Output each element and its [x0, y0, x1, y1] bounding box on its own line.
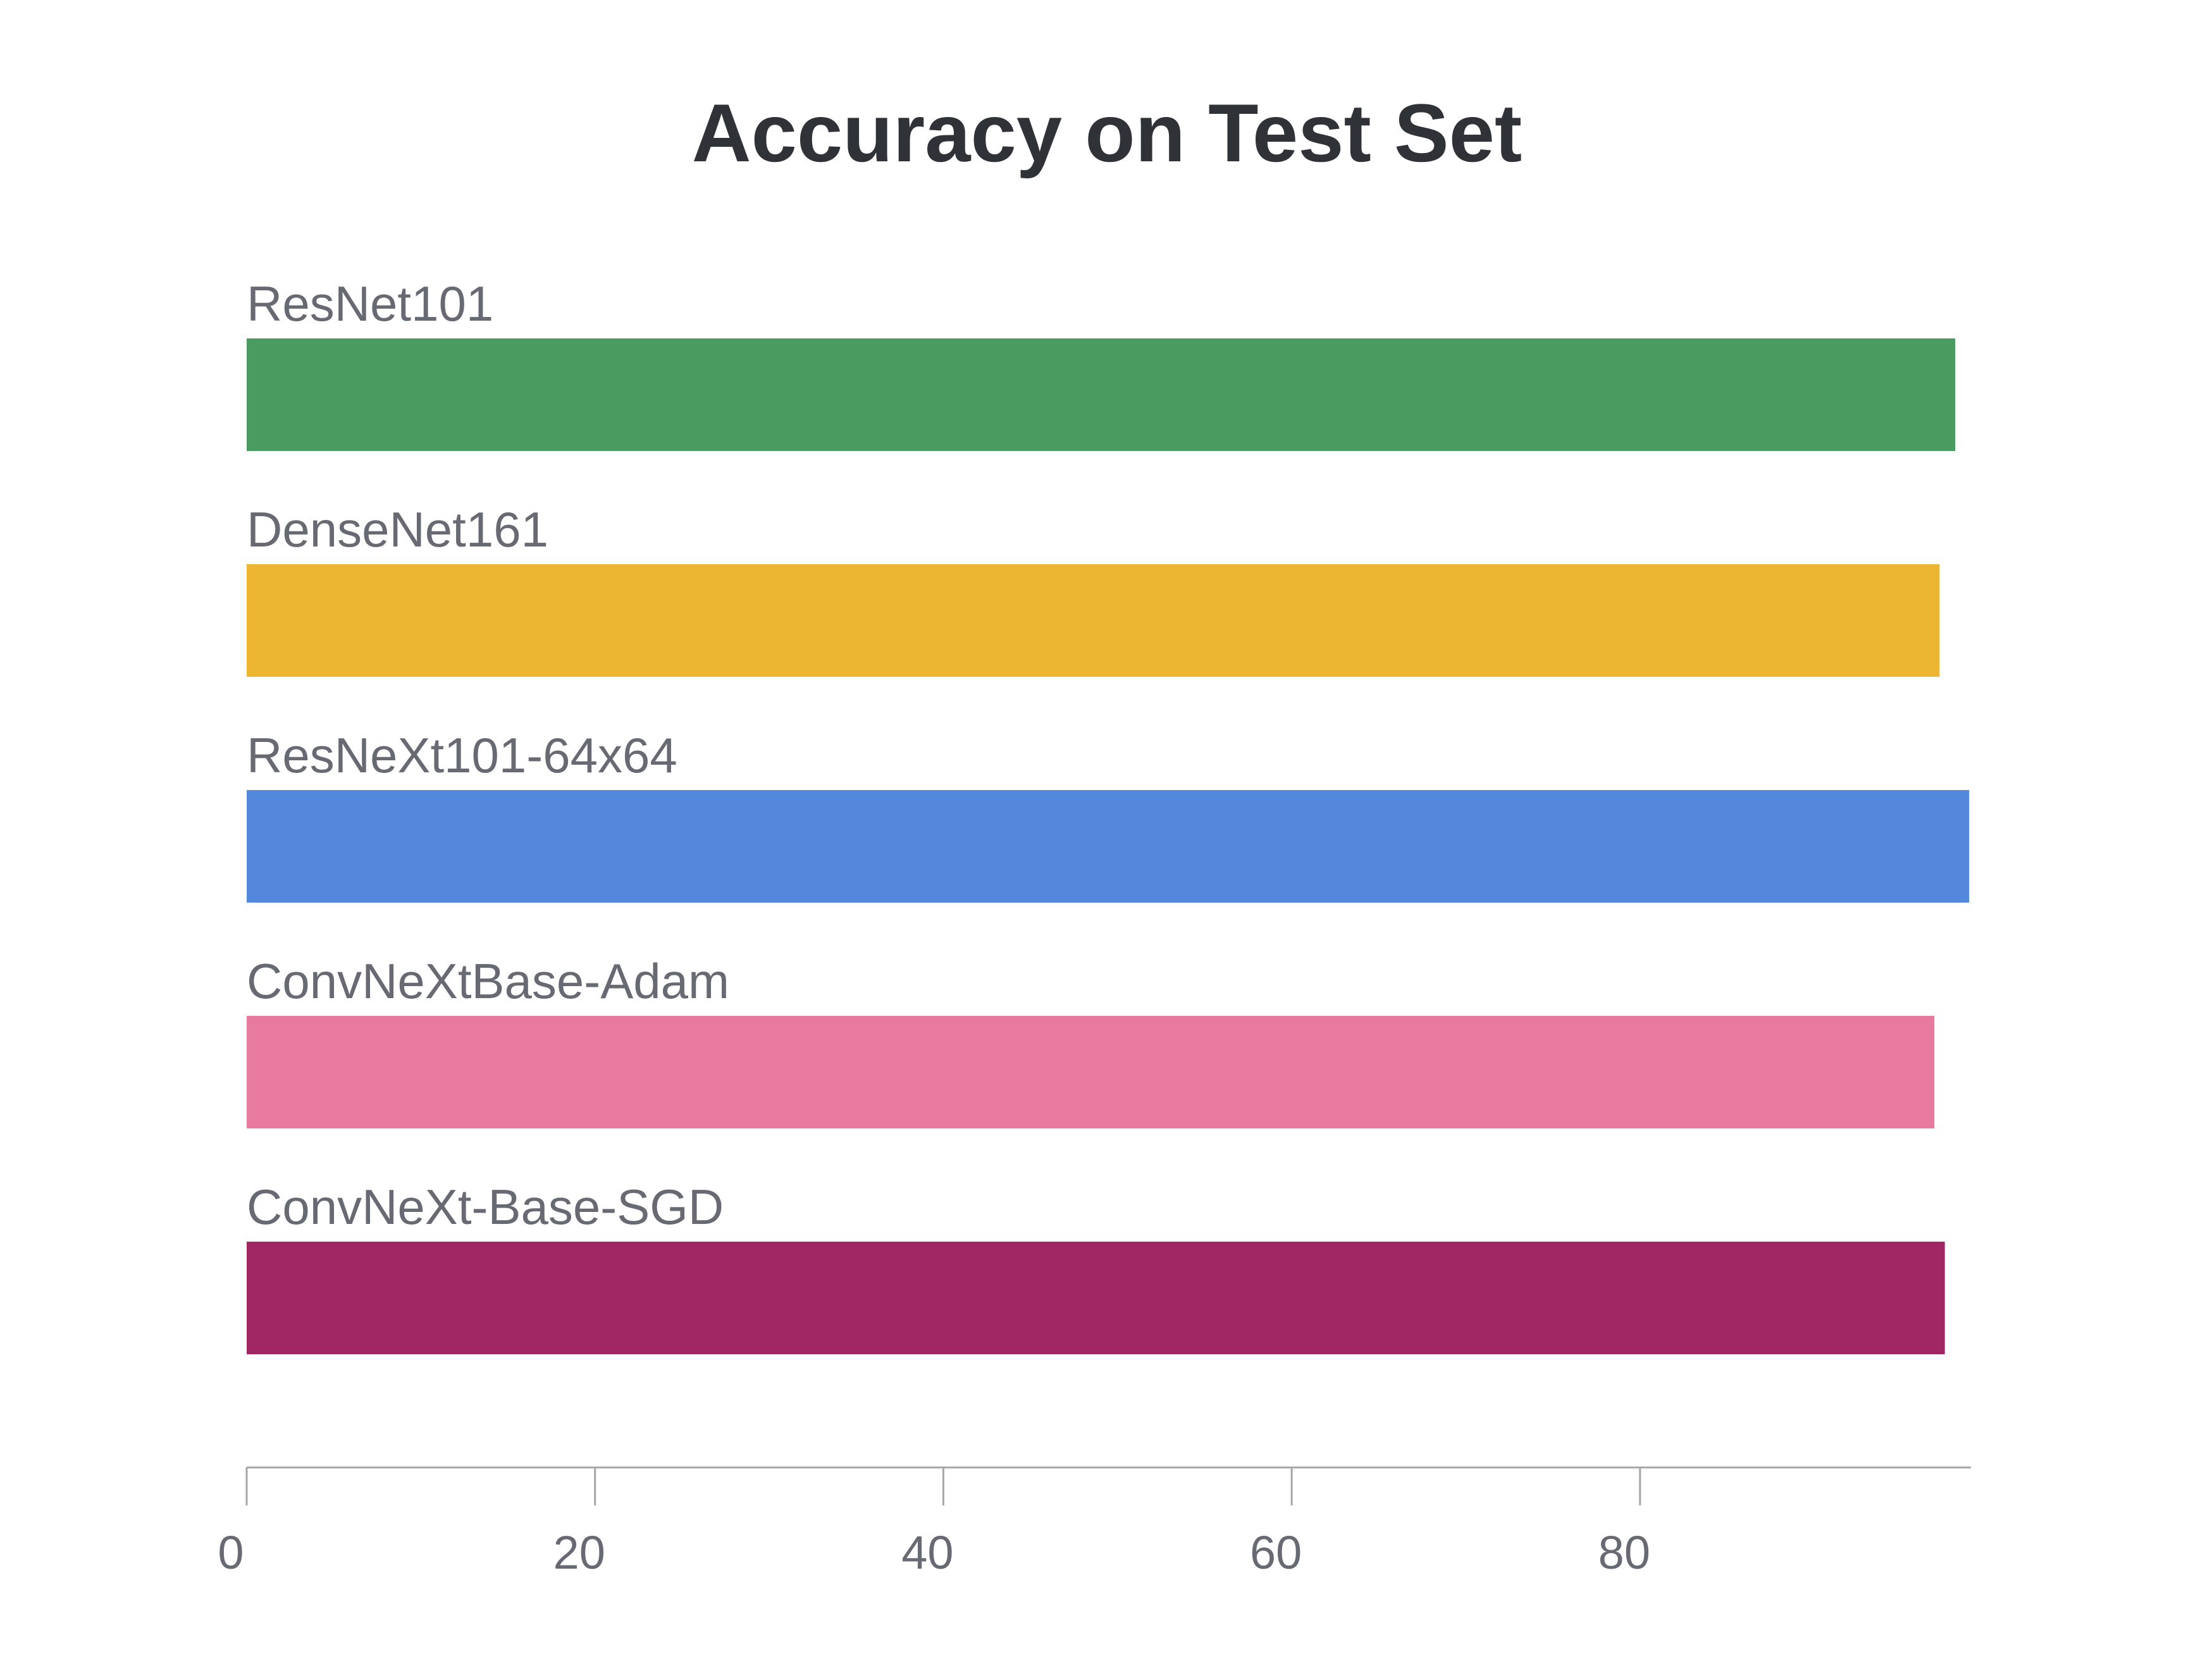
bar-resnext101-64x64 — [247, 790, 1970, 903]
category-label-densenet161: DenseNet161 — [247, 502, 548, 557]
category-label-convnextbase-adam: ConvNeXtBase-Adam — [247, 953, 729, 1009]
bar-convnext-base-sgd — [247, 1242, 1945, 1354]
x-axis: 0 20 40 60 80 — [218, 1466, 1971, 1579]
x-tick-label: 20 — [553, 1526, 605, 1579]
bar-densenet161 — [247, 564, 1940, 677]
x-tick-label: 40 — [901, 1526, 953, 1579]
x-tick-label: 80 — [1598, 1526, 1650, 1579]
category-label-resnext101-64x64: ResNeXt101-64x64 — [247, 727, 677, 783]
bar-resnet101 — [247, 338, 1956, 451]
category-label-convnext-base-sgd: ConvNeXt-Base-SGD — [247, 1179, 724, 1235]
bars-layer: ResNet101 DenseNet161 ResNeXt101-64x64 Conv… — [247, 276, 1970, 1354]
category-label-resnet101: ResNet101 — [247, 276, 493, 331]
chart-title: Accuracy on Test Set — [692, 87, 1522, 179]
x-tick-label: 0 — [218, 1526, 244, 1579]
x-tick-label: 60 — [1250, 1526, 1302, 1579]
bar-convnextbase-adam — [247, 1016, 1935, 1128]
